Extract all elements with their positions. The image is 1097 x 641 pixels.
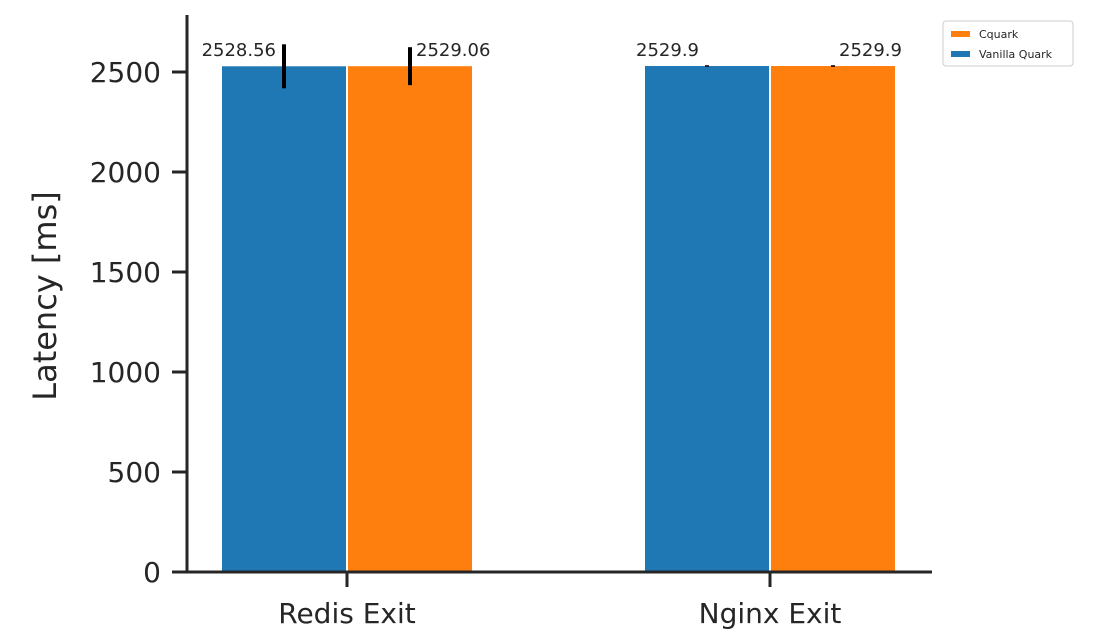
value-label-vanilla-quark-redis-exit: 2528.56 <box>202 40 276 61</box>
legend-label-cquark: Cquark <box>979 28 1019 41</box>
bar-cquark-redis-exit <box>348 66 472 573</box>
bar-cquark-nginx-exit <box>771 66 895 573</box>
value-label-cquark-nginx-exit: 2529.9 <box>839 40 902 61</box>
y-axis-title: Latency [ms] <box>26 191 64 400</box>
x-tick-label: Nginx Exit <box>699 597 842 630</box>
x-ticks-layer: Redis Exit Nginx Exit <box>278 572 841 630</box>
value-labels-layer: 2528.56 2529.06 2529.9 2529.9 <box>202 40 902 61</box>
bar-vanilla-quark-redis-exit <box>222 66 346 573</box>
legend-swatch-vanilla-quark <box>951 51 970 57</box>
y-tick-label: 0 <box>143 556 161 589</box>
y-tick-label: 1500 <box>90 256 161 289</box>
error-bars-layer <box>282 44 835 89</box>
legend-label-vanilla-quark: Vanilla Quark <box>979 48 1053 61</box>
axes-layer <box>185 15 932 574</box>
bars-layer <box>222 66 895 573</box>
y-tick-label: 2500 <box>90 56 161 89</box>
y-tick-label: 1000 <box>90 356 161 389</box>
y-tick-label: 2000 <box>90 156 161 189</box>
value-label-vanilla-quark-nginx-exit: 2529.9 <box>636 40 699 61</box>
x-tick-label: Redis Exit <box>278 597 416 630</box>
legend-swatch-cquark <box>951 31 970 37</box>
legend-frame <box>942 20 1074 67</box>
value-label-cquark-redis-exit: 2529.06 <box>416 40 490 61</box>
legend: Cquark Vanilla Quark <box>942 20 1074 67</box>
y-tick-label: 500 <box>108 456 161 489</box>
y-ticks-layer: 0 500 1000 1500 2000 2500 <box>90 56 187 589</box>
legend-items: Cquark Vanilla Quark <box>951 28 1053 61</box>
bar-vanilla-quark-nginx-exit <box>645 66 769 573</box>
